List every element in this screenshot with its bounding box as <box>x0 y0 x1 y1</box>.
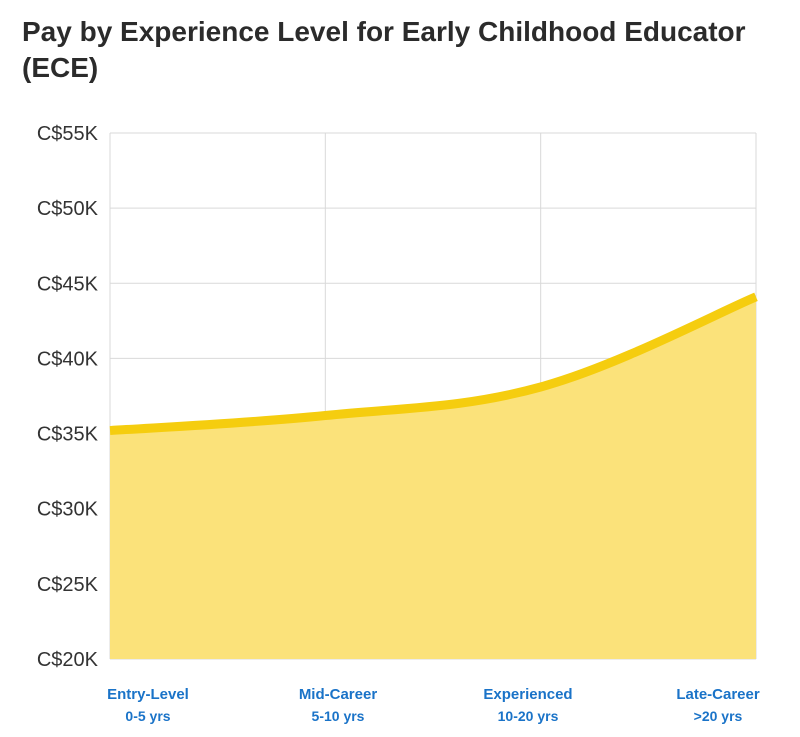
x-category-sublabel: 0-5 yrs <box>125 708 170 724</box>
area-layer <box>109 292 758 659</box>
area-fill <box>110 296 756 659</box>
x-category-label: Mid-Career <box>299 686 378 703</box>
x-category-label: Experienced <box>483 686 572 703</box>
x-category-sublabel: 10-20 yrs <box>498 708 559 724</box>
y-tick-label: C$25K <box>37 574 99 596</box>
x-category-sublabel: >20 yrs <box>694 708 743 724</box>
y-tick-label: C$55K <box>37 123 99 145</box>
x-axis: Entry-Level 0-5 yrs Mid-Career 5-10 yrs Expe… <box>107 686 760 724</box>
y-tick-label: C$35K <box>37 424 99 446</box>
x-category-sublabel: 5-10 yrs <box>312 708 365 724</box>
chart-title: Pay by Experience Level for Early Childh… <box>22 16 746 83</box>
y-tick-label: C$40K <box>37 348 99 370</box>
x-category-label: Late-Career <box>676 686 760 703</box>
series-line <box>109 292 758 436</box>
y-tick-label: C$30K <box>37 499 99 521</box>
y-tick-label: C$45K <box>37 273 99 295</box>
y-axis: C$20K C$25K C$30K C$35K C$40K C$45K C$50K C$55K <box>37 123 99 671</box>
x-category-label: Entry-Level <box>107 686 189 703</box>
y-tick-label: C$50K <box>37 198 99 220</box>
y-tick-label: C$20K <box>37 649 99 671</box>
